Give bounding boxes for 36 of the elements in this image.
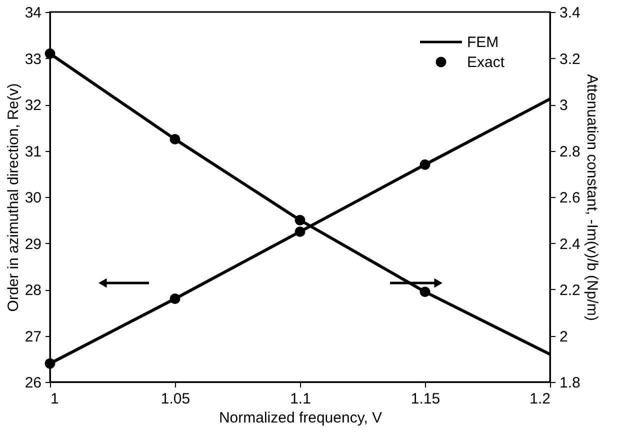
x-axis-title: Normalized frequency, V — [218, 410, 382, 426]
point — [44, 358, 56, 369]
y2-tick-label: 3.4 — [560, 4, 580, 22]
x-tick-label: 1 — [50, 390, 59, 408]
y-tick-label: 30 — [24, 190, 42, 206]
y2-tick-label: 2.2 — [560, 282, 580, 299]
legend-label: Exact — [467, 54, 506, 71]
y-tick-label: 31 — [24, 143, 42, 160]
y-axis-title: Order in azimuthal direction, Re(v) — [4, 83, 22, 312]
x-tick-label: 1.05 — [160, 390, 190, 408]
point — [294, 226, 306, 237]
y2-tick-label: 2.4 — [560, 236, 580, 253]
y2-tick-label: 1.8 — [560, 374, 580, 392]
x-tick-label: 1.2 — [530, 390, 550, 408]
y2-tick-label: 2.6 — [560, 190, 580, 206]
y-tick-label: 29 — [24, 236, 42, 253]
x-tick-label: 1.1 — [290, 390, 311, 408]
point — [420, 159, 430, 170]
legend-label: FEM — [467, 34, 499, 51]
y2-tick-label: 3.2 — [560, 50, 580, 68]
y2-tick-label: 3 — [560, 97, 568, 114]
point — [170, 294, 180, 304]
y-tick-label: 32 — [24, 97, 42, 114]
y2-tick-label: 2 — [560, 328, 568, 346]
point — [44, 48, 56, 59]
y-tick-label: 26 — [24, 374, 42, 392]
y-tick-label: 34 — [24, 4, 42, 22]
point — [294, 214, 306, 226]
y2-axis-title: Attenuation constant, -Im(v)/b (Np/m) — [583, 74, 600, 321]
y-tick-label: 27 — [24, 328, 42, 346]
point — [420, 286, 430, 298]
y-tick-label: 28 — [24, 282, 42, 299]
point — [170, 134, 180, 144]
y2-tick-label: 2.8 — [560, 143, 580, 160]
y-tick-label: 33 — [24, 50, 42, 68]
x-tick-label: 1.15 — [410, 390, 440, 408]
